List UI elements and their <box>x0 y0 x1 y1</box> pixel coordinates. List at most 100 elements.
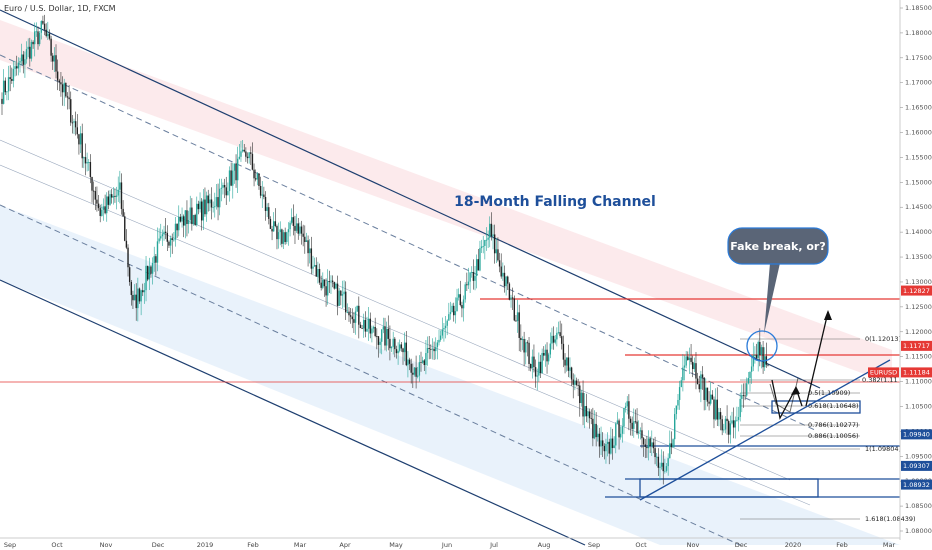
candle-body <box>305 240 308 242</box>
candle-body <box>597 433 599 438</box>
candle-body <box>94 191 96 200</box>
x-tick-label: 2020 <box>785 541 802 549</box>
zone-boxes <box>639 400 861 498</box>
candle-body <box>547 354 550 362</box>
fib-label: 1.618(1.08439) <box>865 515 916 523</box>
candle-body <box>515 320 517 322</box>
candle-body <box>539 361 542 374</box>
candle-body <box>132 294 134 301</box>
candle-body <box>577 384 579 386</box>
candle-body <box>318 268 321 283</box>
candle-body <box>364 319 367 332</box>
candle-body <box>443 328 445 330</box>
candle-body <box>603 445 606 452</box>
candle-body <box>353 319 355 323</box>
candle-body <box>623 407 625 427</box>
candle-body <box>358 305 360 325</box>
price-tag-bg <box>901 367 932 378</box>
candle-body <box>516 312 519 322</box>
candle-body <box>546 349 548 362</box>
candle-body <box>264 196 267 211</box>
x-tick-label: Oct <box>635 541 647 549</box>
candle-body <box>749 371 751 378</box>
candle-body <box>528 342 530 364</box>
candle-body <box>335 283 337 289</box>
chart-title: 18-Month Falling Channel <box>454 194 656 210</box>
candle-body <box>307 240 309 254</box>
candle-body <box>128 267 131 283</box>
candle-body <box>330 280 332 282</box>
candle-body <box>6 91 8 93</box>
candle-body <box>238 156 241 159</box>
candle-body <box>583 406 586 417</box>
candle-body <box>160 236 162 239</box>
scenario-arrows <box>769 310 832 420</box>
candle-body <box>371 328 373 334</box>
candle-body <box>385 328 388 346</box>
candle-body <box>723 429 725 431</box>
candle-body <box>166 232 169 242</box>
candle-body <box>646 446 648 449</box>
candle-body <box>48 33 51 39</box>
candle-body <box>374 326 376 337</box>
candle-body <box>482 245 484 247</box>
candle-body <box>579 385 581 404</box>
candle-body <box>291 217 293 223</box>
candle-body <box>705 387 707 400</box>
candle-body <box>728 421 730 435</box>
candle-body <box>587 411 589 417</box>
candle-body <box>454 311 457 316</box>
candle-body <box>502 272 504 277</box>
candle-body <box>688 357 691 361</box>
candle-body <box>518 312 520 338</box>
candle-body <box>616 420 619 424</box>
candle-body <box>529 363 532 369</box>
y-tick-label: 1.17000 <box>905 79 932 87</box>
candles-group <box>1 14 769 485</box>
candle-body <box>459 294 461 306</box>
candle-body <box>588 411 591 419</box>
candle-body <box>521 339 524 341</box>
candle-body <box>42 21 44 24</box>
candle-body <box>744 395 746 397</box>
x-tick-label: Feb <box>247 541 259 549</box>
candle-body <box>739 398 741 417</box>
candle-body <box>423 360 425 366</box>
price-tag-bg <box>901 285 932 296</box>
candle-body <box>266 207 268 211</box>
candle-body <box>508 283 511 300</box>
candle-body <box>37 31 39 45</box>
candle-body <box>253 169 255 179</box>
candle-body <box>300 226 303 234</box>
candle-body <box>333 282 335 289</box>
candle-body <box>752 355 754 367</box>
candle-body <box>104 206 106 214</box>
candle-body <box>729 423 732 435</box>
candle-body <box>99 208 101 216</box>
candle-body <box>439 335 442 340</box>
candle-body <box>158 238 160 242</box>
candle-body <box>564 359 566 366</box>
candle-body <box>700 374 702 390</box>
y-tick-label: 1.13500 <box>905 253 932 261</box>
y-tick-label: 1.14500 <box>905 203 932 211</box>
candle-body <box>89 162 92 178</box>
candle-body <box>690 357 692 362</box>
candle-body <box>696 378 699 385</box>
candle-body <box>38 32 41 45</box>
candle-body <box>672 439 674 448</box>
candle-body <box>732 420 735 428</box>
candle-body <box>507 276 509 284</box>
candle-body <box>35 31 38 33</box>
candle-body <box>390 346 393 349</box>
candle-body <box>251 153 254 170</box>
candle-body <box>88 162 90 163</box>
candle-body <box>376 336 378 337</box>
candle-body <box>254 178 257 180</box>
price-tag-label: 1.12827 <box>903 287 930 295</box>
lower-channel-fill <box>0 205 900 545</box>
candle-body <box>320 282 322 288</box>
candle-body <box>184 210 187 226</box>
candle-body <box>346 312 349 313</box>
candle-body <box>274 221 277 227</box>
